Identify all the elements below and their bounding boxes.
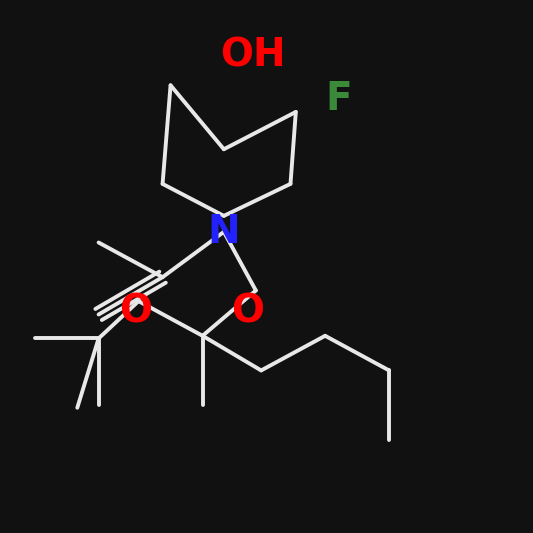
Text: O: O bbox=[119, 293, 152, 331]
Text: OH: OH bbox=[220, 37, 286, 75]
Text: F: F bbox=[325, 79, 352, 118]
Text: N: N bbox=[207, 213, 240, 251]
Text: O: O bbox=[231, 293, 264, 331]
